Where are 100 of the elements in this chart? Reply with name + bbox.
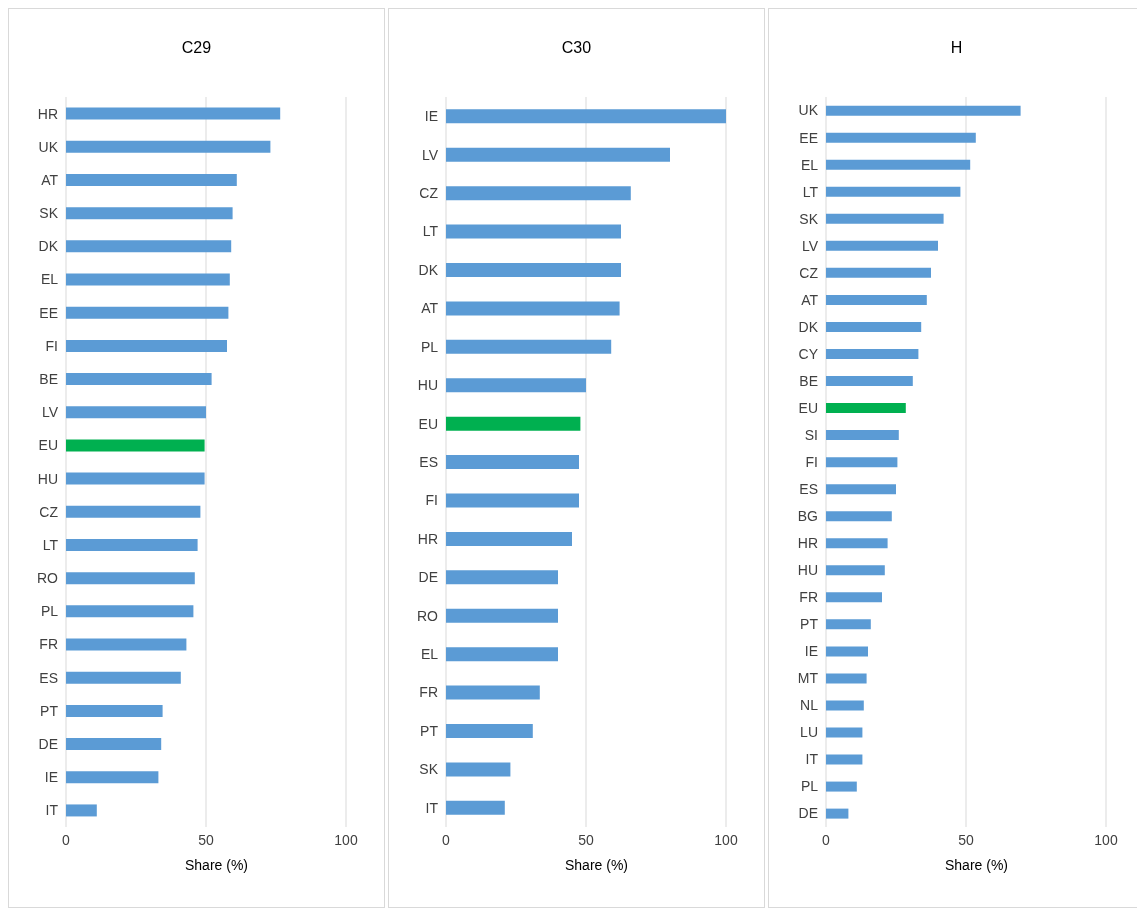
- bar: [826, 538, 888, 549]
- y-tick-label: ES: [799, 481, 818, 498]
- bar: [826, 132, 976, 143]
- y-tick-label: PT: [40, 702, 59, 719]
- bar: [826, 403, 906, 414]
- bar: [826, 592, 882, 603]
- y-tick-label: IT: [425, 799, 439, 816]
- y-tick-label: LU: [800, 724, 818, 741]
- y-tick-label: SK: [419, 761, 439, 778]
- bar: [66, 339, 227, 352]
- bar: [446, 531, 572, 546]
- y-tick-label: SK: [39, 205, 59, 222]
- x-tick-label: 50: [578, 831, 594, 848]
- bar: [826, 646, 868, 657]
- y-tick-label: EL: [40, 271, 59, 288]
- bar: [446, 570, 558, 585]
- y-tick-label: DE: [418, 569, 438, 586]
- chart-title: H: [949, 38, 964, 58]
- chart-title: C30: [560, 38, 593, 58]
- bar: [826, 240, 938, 251]
- y-tick-label: HR: [417, 530, 438, 547]
- bar: [446, 647, 558, 662]
- bar: [446, 301, 620, 316]
- y-tick-label: EU: [418, 415, 438, 432]
- y-tick-label: SK: [799, 210, 819, 227]
- y-tick-label: PL: [420, 338, 439, 355]
- bar: [446, 608, 558, 623]
- bar: [826, 484, 896, 495]
- y-tick-label: PT: [800, 616, 819, 633]
- bar: [66, 107, 281, 120]
- y-tick-label: LT: [422, 223, 439, 240]
- y-tick-label: UK: [38, 138, 59, 155]
- x-tick-label: 50: [958, 831, 974, 848]
- bar: [826, 511, 892, 522]
- y-tick-label: PT: [420, 722, 439, 739]
- y-tick-label: HU: [797, 562, 818, 579]
- bar: [66, 306, 229, 319]
- y-tick-label: FI: [425, 492, 438, 509]
- bar: [66, 572, 195, 585]
- y-tick-label: ES: [39, 669, 58, 686]
- bar: [446, 724, 533, 739]
- bar: [66, 140, 271, 153]
- bar: [826, 673, 867, 684]
- bar: [446, 186, 631, 201]
- y-tick-label: LT: [42, 536, 59, 553]
- bar: [66, 240, 232, 253]
- y-tick-label: LT: [802, 183, 819, 200]
- y-tick-label: AT: [801, 291, 819, 308]
- bar: [66, 472, 205, 485]
- y-tick-label: HR: [797, 535, 818, 552]
- y-tick-label: DE: [798, 805, 818, 822]
- bar: [446, 800, 505, 815]
- x-tick-label: 100: [714, 831, 738, 848]
- bar: [446, 493, 579, 508]
- bar: [826, 376, 913, 387]
- bar: [66, 671, 181, 684]
- y-tick-label: AT: [421, 300, 439, 317]
- y-tick-label: SI: [804, 426, 818, 443]
- y-tick-label: CZ: [799, 264, 819, 281]
- y-tick-label: RO: [417, 607, 439, 624]
- bar: [826, 159, 971, 170]
- y-tick-label: PL: [800, 778, 819, 795]
- x-axis-title: Share (%): [564, 857, 629, 873]
- y-tick-label: RO: [37, 570, 59, 587]
- bar: [826, 348, 919, 359]
- y-tick-label: FI: [45, 337, 58, 354]
- bar: [446, 685, 540, 700]
- bar: [66, 804, 97, 817]
- bar: [826, 213, 944, 224]
- y-tick-label: FR: [419, 684, 438, 701]
- y-tick-label: ES: [419, 453, 438, 470]
- y-tick-label: EL: [800, 156, 819, 173]
- x-tick-label: 0: [442, 831, 451, 848]
- bar: [826, 105, 1021, 116]
- bar: [446, 455, 579, 470]
- x-axis-title: Share (%): [184, 857, 249, 873]
- bar: [446, 762, 511, 777]
- y-tick-label: HR: [37, 105, 58, 122]
- y-tick-label: NL: [800, 697, 819, 714]
- bar: [446, 378, 586, 393]
- y-tick-label: IE: [804, 643, 818, 660]
- x-tick-label: 0: [62, 831, 71, 848]
- y-tick-label: CY: [798, 345, 819, 362]
- y-tick-label: PL: [40, 603, 59, 620]
- y-tick-label: HU: [417, 377, 438, 394]
- x-tick-label: 0: [822, 831, 831, 848]
- y-tick-label: BE: [799, 372, 818, 389]
- bar: [66, 771, 159, 784]
- y-tick-label: IE: [424, 108, 438, 125]
- y-tick-label: FR: [799, 589, 818, 606]
- bar: [66, 738, 162, 751]
- y-tick-label: HU: [37, 470, 58, 487]
- y-tick-label: AT: [41, 171, 59, 188]
- bar: [66, 406, 206, 419]
- y-tick-label: DK: [798, 318, 819, 335]
- y-tick-label: BG: [797, 508, 818, 525]
- bar: [446, 262, 621, 277]
- x-tick-label: 50: [198, 831, 214, 848]
- y-tick-label: BE: [39, 371, 58, 388]
- bar: [826, 754, 863, 765]
